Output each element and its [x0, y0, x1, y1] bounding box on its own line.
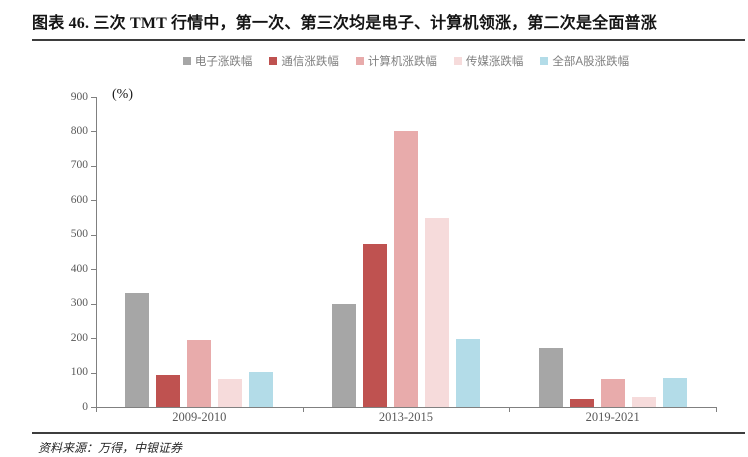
x-axis-tick — [716, 407, 717, 412]
x-axis-tick — [509, 407, 511, 412]
y-axis-tick — [91, 234, 96, 236]
bar-series0-cat0 — [125, 293, 150, 407]
bar-series1-cat2 — [569, 399, 594, 407]
legend-item-1: 通信涨跌幅 — [269, 53, 339, 69]
legend-swatch-icon — [540, 57, 549, 65]
bar-series4-cat2 — [662, 377, 687, 407]
legend-item-0: 电子涨跌幅 — [182, 53, 253, 69]
chart-legend: 电子涨跌幅 通信涨跌幅 计算机涨跌幅 传媒涨跌幅 全部A股涨跌幅 — [96, 53, 716, 69]
legend-label: 电子涨跌幅 — [194, 56, 253, 68]
x-axis-category-label: 2009-2010 — [172, 410, 227, 424]
x-axis-category-label: 2019-2021 — [585, 410, 640, 424]
y-axis-tick — [91, 338, 96, 340]
y-axis-label: 800 — [70, 124, 88, 137]
bar-series3-cat1 — [425, 218, 449, 407]
bar-series4-cat0 — [249, 371, 274, 407]
legend-swatch-icon — [182, 57, 191, 65]
legend-label: 全部A股涨跌幅 — [552, 56, 630, 68]
bar-series1-cat1 — [363, 244, 387, 407]
y-axis-tick — [91, 97, 96, 98]
legend-swatch-icon — [355, 57, 364, 65]
y-axis-label: 200 — [70, 331, 88, 344]
y-axis-label: 500 — [70, 228, 88, 241]
legend-label: 传媒涨跌幅 — [465, 56, 524, 68]
bar-series0-cat2 — [538, 348, 563, 407]
source-note: 资料来源：万得，中银证券 — [38, 441, 183, 455]
y-axis-tick — [91, 372, 96, 374]
y-axis-label: 100 — [70, 366, 88, 379]
bar-series2-cat2 — [600, 379, 625, 407]
y-axis-unit-label: (%) — [112, 87, 133, 102]
bar-series0-cat1 — [332, 303, 356, 407]
y-axis-tick — [91, 165, 96, 167]
bar-series3-cat2 — [631, 396, 656, 407]
y-axis-tick — [91, 269, 96, 271]
figure-title: 图表 46. 三次 TMT 行情中，第一次、第三次均是电子、计算机领涨，第二次是… — [32, 15, 657, 32]
legend-label: 计算机涨跌幅 — [367, 56, 437, 68]
legend-item-3: 传媒涨跌幅 — [453, 53, 524, 69]
y-axis-line — [96, 97, 97, 408]
bar-series4-cat1 — [456, 339, 480, 407]
legend-label: 通信涨跌幅 — [281, 56, 339, 68]
y-axis-label: 300 — [70, 297, 88, 310]
x-axis-category-label: 2013-2015 — [378, 410, 434, 424]
y-axis-label: 0 — [82, 400, 88, 413]
legend-swatch-icon — [269, 57, 278, 65]
bar-series2-cat0 — [187, 339, 212, 407]
y-axis-tick — [91, 303, 96, 305]
y-axis-tick — [91, 200, 96, 202]
y-axis-tick — [91, 131, 96, 133]
title-divider — [32, 39, 745, 41]
legend-swatch-icon — [453, 57, 462, 65]
x-axis-tick — [96, 407, 97, 412]
y-axis-label: 600 — [70, 193, 88, 206]
y-axis-label: 700 — [70, 159, 88, 172]
x-axis-tick — [302, 407, 304, 412]
y-axis-tick — [91, 407, 96, 408]
x-axis-line — [96, 407, 717, 408]
legend-item-2: 计算机涨跌幅 — [355, 53, 437, 69]
bar-series2-cat1 — [394, 131, 418, 407]
footer-divider — [32, 432, 745, 434]
y-axis-label: 400 — [70, 262, 88, 275]
legend-item-4: 全部A股涨跌幅 — [540, 53, 629, 69]
bar-series3-cat0 — [218, 379, 243, 407]
y-axis-label: 900 — [70, 90, 88, 103]
bar-series1-cat0 — [156, 375, 181, 407]
